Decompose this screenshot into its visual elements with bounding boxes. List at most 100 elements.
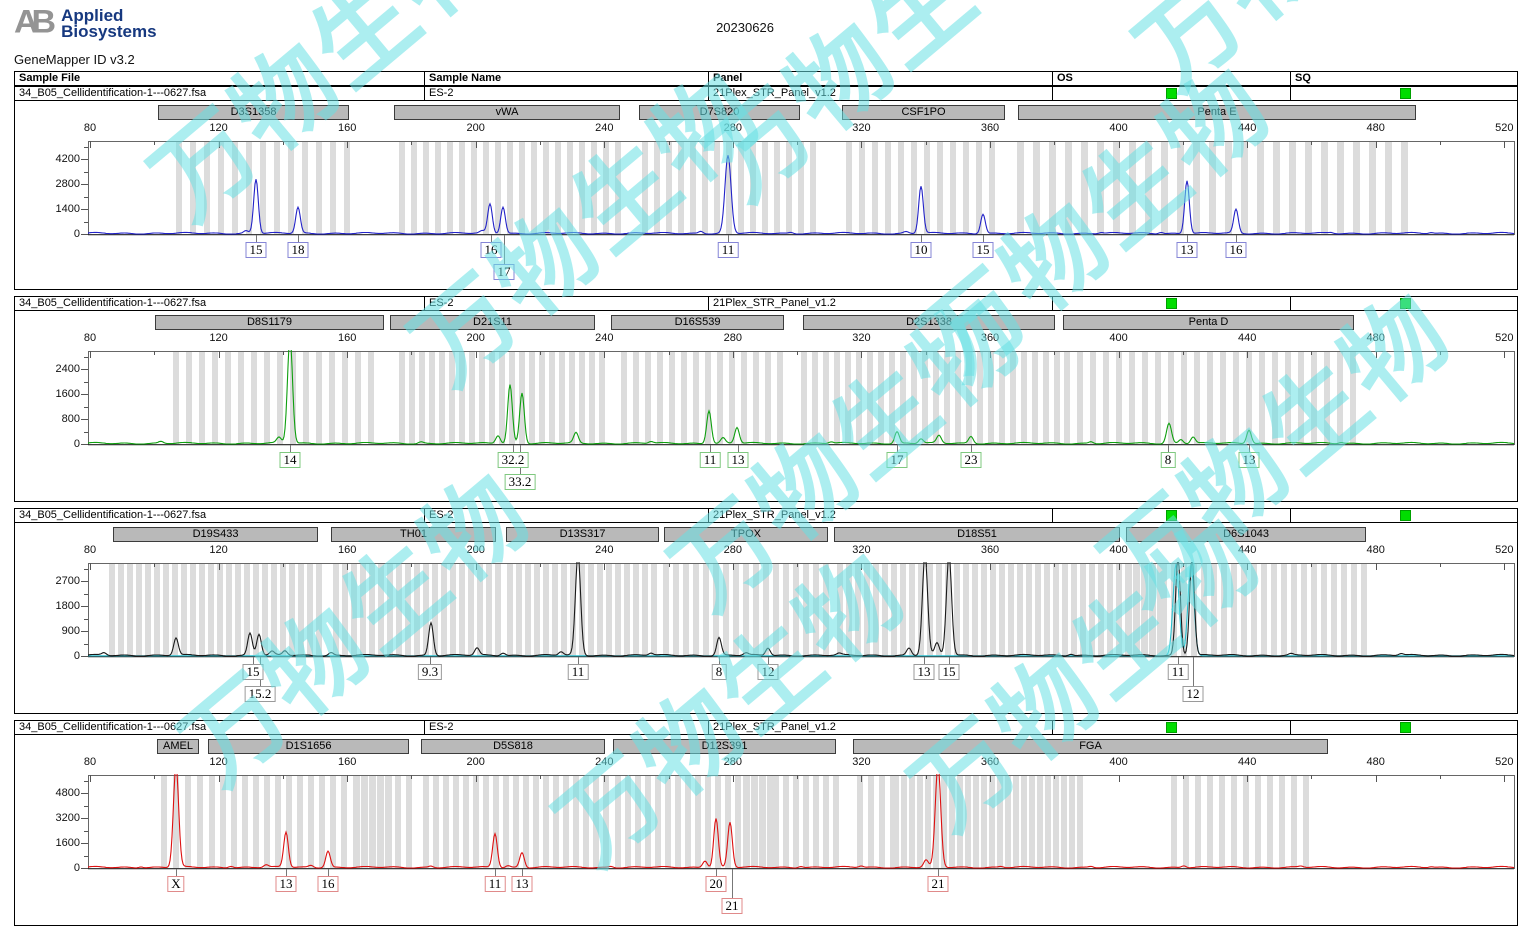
allele-bin-bar bbox=[423, 141, 429, 234]
electropherogram-trace bbox=[88, 155, 1514, 236]
allele-bin-bar bbox=[741, 351, 747, 444]
allele-bin-bar bbox=[759, 775, 766, 868]
allele-bin-bar bbox=[344, 141, 350, 234]
x-tick bbox=[1375, 563, 1377, 570]
sample-row[interactable]: 34_B05_Cellidentification-1---0627.fsa E… bbox=[15, 721, 1517, 735]
x-minor-tick bbox=[154, 563, 156, 567]
allele-bin-bar bbox=[1069, 775, 1075, 868]
sample-row[interactable]: 34_B05_Cellidentification-1---0627.fsa E… bbox=[15, 509, 1517, 523]
allele-bin-bar bbox=[693, 563, 699, 656]
allele-bin-bar bbox=[933, 351, 939, 444]
allele-bin-bar bbox=[941, 775, 947, 868]
allele-bin-bar bbox=[264, 775, 270, 868]
allele-bin-bar bbox=[298, 563, 304, 656]
electropherogram-trace bbox=[88, 562, 1514, 658]
sq-status-cell bbox=[1291, 509, 1519, 522]
electropherogram-panel-1: Sample File Sample Name Panel OS SQ 34_B… bbox=[14, 71, 1518, 290]
allele-bin-bar bbox=[423, 563, 429, 656]
allele-bin-bar bbox=[463, 775, 469, 868]
sample-row[interactable]: 34_B05_Cellidentification-1---0627.fsa E… bbox=[15, 297, 1517, 311]
allele-bin-bar bbox=[1291, 775, 1297, 868]
allele-bin-bar bbox=[893, 775, 899, 868]
x-tick-label: 440 bbox=[1237, 332, 1257, 344]
allele-bin-bar bbox=[1080, 563, 1086, 656]
os-status-square bbox=[1166, 88, 1177, 99]
x-tick-label: 80 bbox=[83, 122, 97, 134]
allele-bin-bar bbox=[673, 563, 679, 656]
x-minor-tick bbox=[925, 775, 927, 779]
allele-bin-bar bbox=[597, 563, 603, 656]
x-minor-tick bbox=[1440, 141, 1441, 145]
allele-bin-bar bbox=[579, 141, 585, 234]
allele-bin-bar bbox=[705, 775, 711, 868]
electropherogram-panel-3: 34_B05_Cellidentification-1---0627.fsa E… bbox=[14, 508, 1518, 714]
allele-bin-bar bbox=[573, 775, 579, 868]
marker-label-FGA: FGA bbox=[853, 739, 1328, 754]
sample-row[interactable]: 34_B05_Cellidentification-1---0627.fsa E… bbox=[15, 87, 1517, 101]
allele-bin-bar bbox=[468, 563, 474, 656]
allele-bin-bar bbox=[666, 141, 672, 234]
y-minor-tick bbox=[84, 431, 88, 433]
marker-label-AMEL: AMEL bbox=[157, 739, 199, 754]
allele-bin-bar bbox=[559, 351, 565, 444]
allele-bin-bar bbox=[1026, 563, 1032, 656]
marker-label-D7S820: D7S820 bbox=[639, 105, 800, 120]
y-tick bbox=[81, 419, 88, 420]
allele-bin-bar bbox=[271, 563, 277, 656]
allele-bin-bar bbox=[1032, 351, 1038, 444]
x-tick-label: 120 bbox=[209, 544, 228, 556]
allele-label: 15 bbox=[242, 664, 264, 680]
col-header-panel: Panel bbox=[709, 72, 1053, 85]
plot-right-border bbox=[1514, 141, 1515, 235]
x-tick-label: 120 bbox=[209, 122, 228, 134]
allele-bin-bar bbox=[937, 141, 943, 234]
x-tick bbox=[732, 141, 734, 148]
x-tick-label: 440 bbox=[1237, 122, 1257, 134]
marker-label-D16S539: D16S539 bbox=[611, 315, 784, 330]
y-tick bbox=[81, 234, 88, 235]
y-minor-tick bbox=[84, 406, 88, 408]
x-tick bbox=[347, 351, 349, 358]
allele-bin-bar bbox=[1077, 775, 1083, 868]
allele-bin-bar bbox=[954, 563, 960, 656]
allele-bin-bar bbox=[1351, 563, 1357, 656]
allele-bin-bar bbox=[1221, 563, 1227, 656]
allele-bin-bar bbox=[439, 351, 445, 444]
x-tick-label: 120 bbox=[209, 332, 228, 344]
x-tick bbox=[475, 351, 477, 358]
x-tick bbox=[1247, 563, 1249, 570]
allele-bin-bar bbox=[801, 351, 807, 444]
marker-label-D3S1358: D3S1358 bbox=[158, 105, 349, 120]
allele-bin-bar bbox=[516, 563, 522, 656]
allele-bin-bar bbox=[1194, 351, 1200, 444]
allele-bin-bar bbox=[396, 563, 402, 656]
allele-bin-bar bbox=[489, 351, 495, 444]
allele-bin-bar bbox=[483, 141, 489, 234]
allele-bin-bar bbox=[453, 775, 459, 868]
y-minor-tick bbox=[84, 568, 88, 570]
x-tick-label: 320 bbox=[852, 756, 871, 768]
electropherogram-trace bbox=[88, 350, 1514, 446]
allele-bin-bar bbox=[1331, 563, 1337, 656]
allele-bin-bar bbox=[873, 563, 879, 656]
allele-bin-bar bbox=[109, 563, 115, 656]
x-minor-tick bbox=[1440, 351, 1441, 355]
allele-bin-bar bbox=[949, 775, 955, 868]
allele-bin-bar bbox=[274, 141, 280, 234]
allele-bin-bar bbox=[199, 563, 205, 656]
allele-bin-bar bbox=[449, 351, 455, 444]
allele-bin-bar bbox=[1273, 141, 1280, 234]
allele-bin-bar bbox=[976, 141, 982, 234]
allele-bin-bar bbox=[981, 563, 987, 656]
allele-bin-bar bbox=[513, 775, 519, 868]
allele-bin-bar bbox=[603, 775, 609, 868]
marker-label-D12S391: D12S391 bbox=[613, 739, 836, 754]
allele-bin-bar bbox=[447, 141, 453, 234]
x-tick-label: 400 bbox=[1109, 122, 1128, 134]
y-tick-label: 0 bbox=[73, 228, 80, 240]
x-tick-label: 440 bbox=[1237, 756, 1257, 768]
x-minor-tick bbox=[668, 563, 670, 567]
sq-status-cell bbox=[1291, 721, 1519, 734]
allele-label: 21 bbox=[721, 898, 743, 914]
sample-file-cell: 34_B05_Cellidentification-1---0627.fsa bbox=[15, 509, 425, 522]
